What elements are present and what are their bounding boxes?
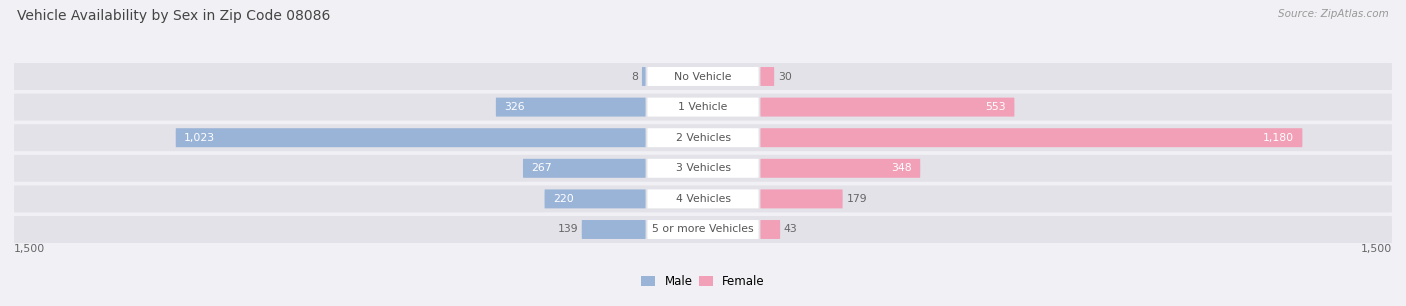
Text: 1,500: 1,500	[1361, 244, 1392, 255]
Legend: Male, Female: Male, Female	[641, 275, 765, 288]
Text: 267: 267	[531, 163, 551, 173]
Text: 1,180: 1,180	[1263, 133, 1294, 143]
Text: Vehicle Availability by Sex in Zip Code 08086: Vehicle Availability by Sex in Zip Code …	[17, 9, 330, 23]
Text: 43: 43	[783, 225, 797, 234]
FancyBboxPatch shape	[761, 98, 1014, 117]
FancyBboxPatch shape	[647, 189, 759, 208]
FancyBboxPatch shape	[647, 98, 759, 117]
Text: 553: 553	[986, 102, 1007, 112]
Text: 179: 179	[846, 194, 868, 204]
FancyBboxPatch shape	[14, 63, 1392, 90]
Text: 348: 348	[891, 163, 912, 173]
FancyBboxPatch shape	[761, 189, 842, 208]
Text: 3 Vehicles: 3 Vehicles	[675, 163, 731, 173]
FancyBboxPatch shape	[496, 98, 645, 117]
FancyBboxPatch shape	[14, 185, 1392, 212]
FancyBboxPatch shape	[582, 220, 645, 239]
FancyBboxPatch shape	[761, 220, 780, 239]
FancyBboxPatch shape	[14, 216, 1392, 243]
FancyBboxPatch shape	[761, 159, 921, 178]
FancyBboxPatch shape	[647, 220, 759, 239]
FancyBboxPatch shape	[647, 67, 759, 86]
Text: No Vehicle: No Vehicle	[675, 72, 731, 81]
FancyBboxPatch shape	[761, 128, 1302, 147]
Text: 5 or more Vehicles: 5 or more Vehicles	[652, 225, 754, 234]
FancyBboxPatch shape	[523, 159, 645, 178]
FancyBboxPatch shape	[14, 94, 1392, 121]
Text: 1,023: 1,023	[184, 133, 215, 143]
Text: 4 Vehicles: 4 Vehicles	[675, 194, 731, 204]
FancyBboxPatch shape	[647, 128, 759, 147]
Text: 8: 8	[631, 72, 638, 81]
FancyBboxPatch shape	[761, 67, 775, 86]
Text: 139: 139	[557, 225, 578, 234]
FancyBboxPatch shape	[647, 159, 759, 178]
FancyBboxPatch shape	[643, 67, 645, 86]
Text: Source: ZipAtlas.com: Source: ZipAtlas.com	[1278, 9, 1389, 19]
FancyBboxPatch shape	[176, 128, 645, 147]
FancyBboxPatch shape	[544, 189, 645, 208]
Text: 220: 220	[553, 194, 574, 204]
FancyBboxPatch shape	[14, 124, 1392, 151]
Text: 1 Vehicle: 1 Vehicle	[678, 102, 728, 112]
Text: 30: 30	[778, 72, 792, 81]
FancyBboxPatch shape	[14, 155, 1392, 182]
Text: 1,500: 1,500	[14, 244, 45, 255]
Text: 2 Vehicles: 2 Vehicles	[675, 133, 731, 143]
Text: 326: 326	[505, 102, 524, 112]
